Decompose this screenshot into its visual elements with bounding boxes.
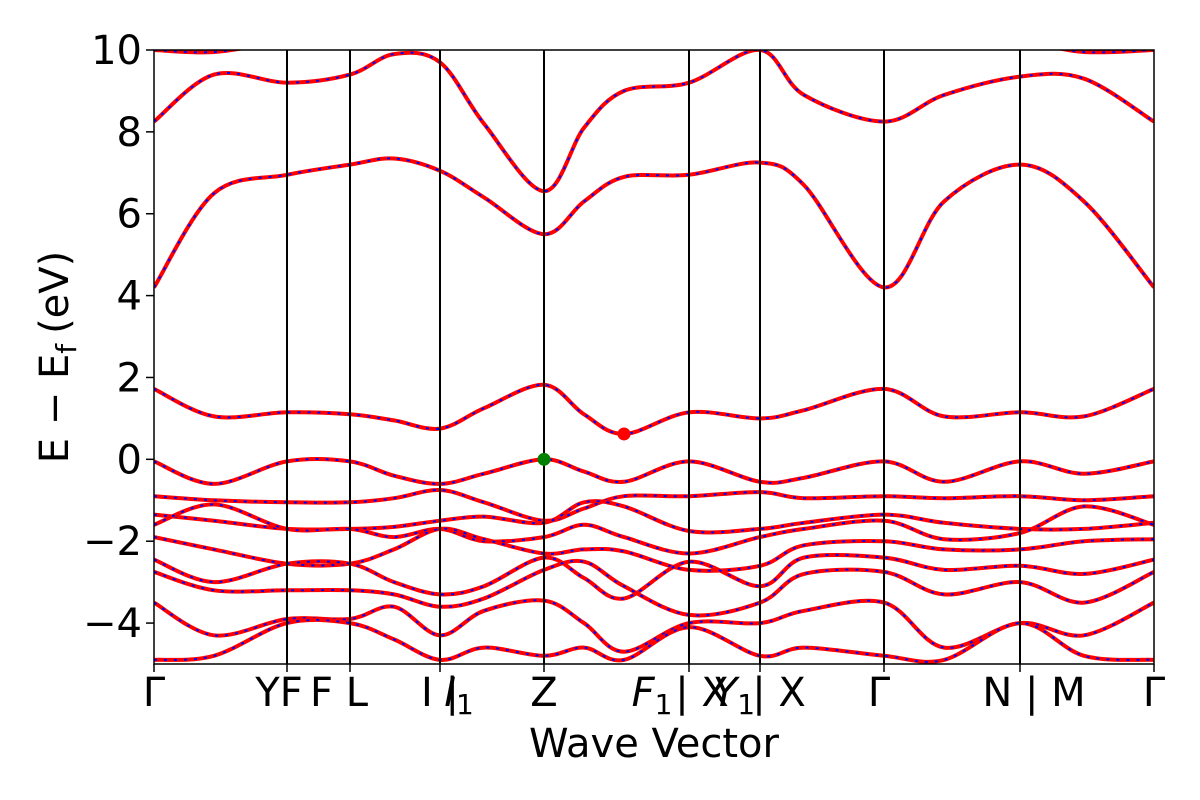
band-line-dashed-8	[154, 618, 1154, 663]
band-line-8	[154, 617, 1154, 664]
y-tick-label: −2	[83, 519, 142, 565]
band-line-2	[154, 499, 1154, 535]
y-tick-label: 0	[117, 437, 142, 483]
band-line-5	[154, 552, 1154, 601]
x-axis-label: Wave Vector	[529, 721, 780, 767]
y-tick-label: 4	[117, 274, 142, 320]
band-line-dashed-7	[154, 599, 1154, 653]
plot-frame	[153, 49, 1155, 665]
band-line-9	[154, 382, 1154, 437]
band-line-dashed-9	[154, 383, 1154, 436]
band-line-dashed-6	[154, 559, 1154, 617]
band-edge-markers	[537, 427, 631, 466]
x-tick-label: | X	[675, 670, 729, 716]
x-tick-label: I1	[444, 670, 474, 721]
vbm-marker	[537, 452, 551, 466]
x-tick-label: Γ	[1143, 670, 1166, 716]
band-line-dashed-1	[154, 488, 1154, 522]
y-tick-label: 6	[117, 192, 142, 238]
band-line-dashed-4	[154, 527, 1154, 572]
band-line-0	[154, 457, 1154, 486]
y-tick-label: 10	[91, 28, 142, 74]
y-axis-label-sub: f	[50, 343, 83, 354]
y-axis-ticks: −4 −2 0 2 4 6 8 10	[83, 28, 154, 647]
x-tick-label: I |	[421, 670, 459, 716]
band-line-6	[154, 558, 1154, 618]
high-symmetry-lines	[286, 50, 1021, 664]
x-tick-label: F L	[310, 670, 369, 716]
x-tick-label: Y1	[713, 670, 755, 721]
band-line-dashed-10	[154, 157, 1154, 289]
band-lines	[154, 50, 1154, 664]
y-axis-label-main: E − E	[32, 354, 78, 464]
y-axis-label-unit: (eV)	[32, 251, 78, 334]
x-tick-label: N | M	[982, 670, 1085, 716]
x-tick-label: YF	[254, 670, 302, 716]
y-tick-label: 8	[117, 110, 142, 156]
x-tick-label: Γ	[868, 670, 891, 716]
y-axis-label: E − Ef (eV)	[32, 251, 83, 464]
band-line-10	[154, 156, 1154, 290]
x-tick-label: Γ	[143, 670, 166, 716]
y-tick-label: 2	[117, 355, 142, 401]
x-tick-label: Z	[530, 670, 557, 716]
cbm-marker	[617, 427, 631, 441]
y-tick-label: −4	[83, 601, 142, 647]
band-line-dashed-3	[154, 503, 1154, 555]
x-axis-ticks: Γ YF F L I | I1 Z F1 | XY1 | X Γ N | M Γ	[143, 664, 1166, 721]
x-tick-label: F1	[632, 670, 673, 721]
band-line-1	[154, 487, 1154, 523]
x-tick-label: | X	[752, 670, 806, 716]
